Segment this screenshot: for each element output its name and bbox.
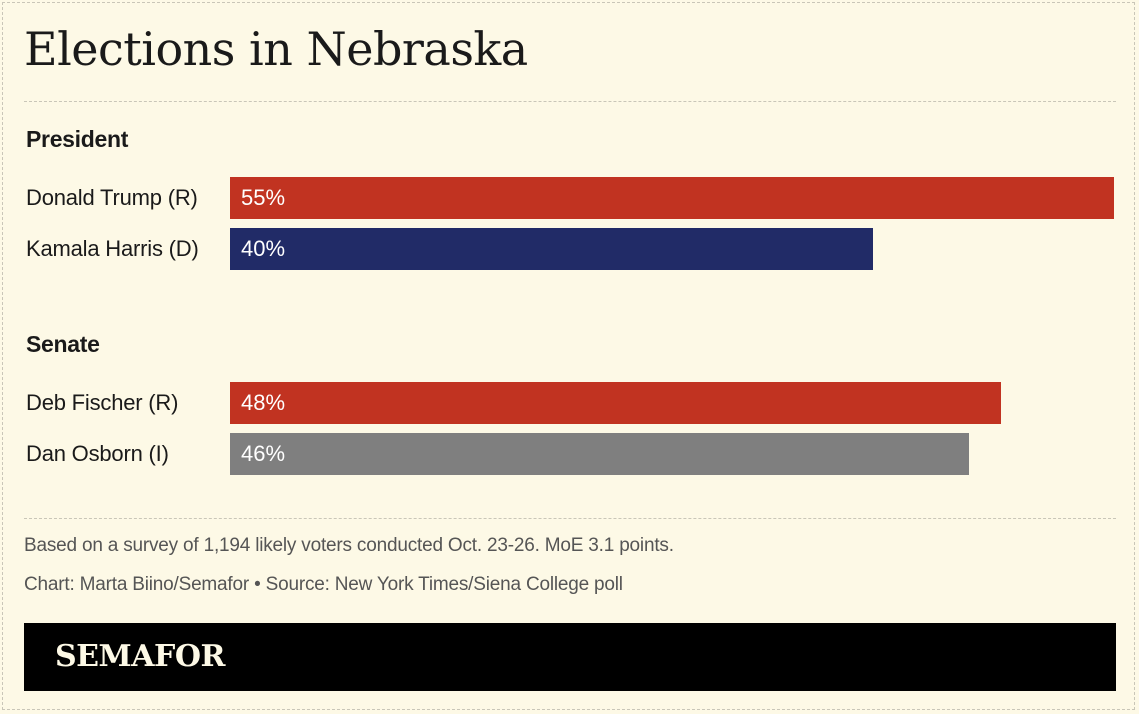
bar-label: Kamala Harris (D): [26, 236, 199, 261]
source-credit: Chart: Marta Biino/Semafor • Source: New…: [24, 574, 623, 595]
chart-title: Elections in Nebraska: [24, 22, 528, 76]
bar: 55%: [230, 177, 1114, 219]
bar: 46%: [230, 433, 969, 475]
bar-value-label: 48%: [241, 390, 286, 415]
bar-value-label: 46%: [241, 441, 286, 466]
divider-top: [24, 101, 1116, 102]
divider-bottom: [24, 518, 1116, 519]
bar-value-label: 55%: [241, 185, 286, 210]
bar: 40%: [230, 228, 873, 270]
semafor-logo: SEMAFOR: [55, 639, 225, 674]
bar-value-label: 40%: [241, 236, 286, 261]
footer-bar: SEMAFOR: [24, 623, 1116, 691]
survey-note: Based on a survey of 1,194 likely voters…: [24, 535, 674, 556]
bar: 48%: [230, 382, 1001, 424]
bar-label: Dan Osborn (I): [26, 441, 169, 466]
bar-label: Deb Fischer (R): [26, 390, 179, 415]
group-label-president: President: [26, 126, 129, 152]
group-label-senate: Senate: [26, 331, 100, 357]
bar-label: Donald Trump (R): [26, 185, 198, 210]
